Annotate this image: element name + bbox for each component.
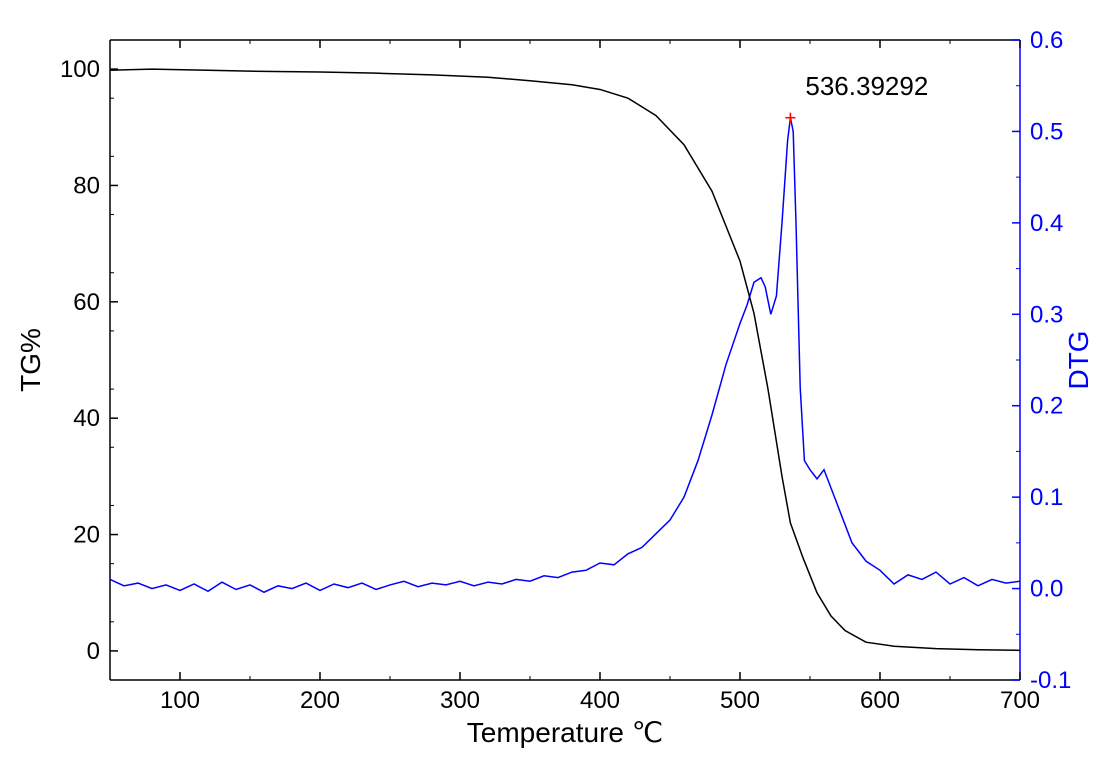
- x-axis-label: Temperature ℃: [467, 717, 663, 748]
- y-right-axis-label: DTG: [1063, 330, 1094, 389]
- chart-container: 100200300400500600700020406080100-0.10.0…: [0, 0, 1100, 768]
- peak-annotation: 536.39292: [805, 71, 928, 101]
- y-right-tick-label: 0.6: [1030, 27, 1063, 54]
- y-left-tick-label: 0: [87, 638, 100, 665]
- y-left-tick-label: 60: [73, 289, 100, 316]
- y-right-tick-label: -0.1: [1030, 667, 1071, 694]
- y-left-tick-label: 80: [73, 172, 100, 199]
- y-right-tick-label: 0.0: [1030, 576, 1063, 603]
- chart-background: [0, 0, 1100, 768]
- x-tick-label: 200: [300, 687, 340, 714]
- y-left-tick-label: 100: [60, 56, 100, 83]
- y-right-tick-label: 0.1: [1030, 484, 1063, 511]
- y-left-axis-label: TG%: [15, 328, 46, 392]
- y-right-tick-label: 0.3: [1030, 301, 1063, 328]
- x-tick-label: 400: [580, 687, 620, 714]
- y-right-tick-label: 0.4: [1030, 210, 1063, 237]
- y-right-tick-label: 0.5: [1030, 118, 1063, 145]
- x-tick-label: 300: [440, 687, 480, 714]
- y-left-tick-label: 40: [73, 405, 100, 432]
- x-tick-label: 600: [860, 687, 900, 714]
- dual-axis-chart: 100200300400500600700020406080100-0.10.0…: [0, 0, 1100, 768]
- x-tick-label: 100: [160, 687, 200, 714]
- y-right-tick-label: 0.2: [1030, 393, 1063, 420]
- y-left-tick-label: 20: [73, 522, 100, 549]
- x-tick-label: 500: [720, 687, 760, 714]
